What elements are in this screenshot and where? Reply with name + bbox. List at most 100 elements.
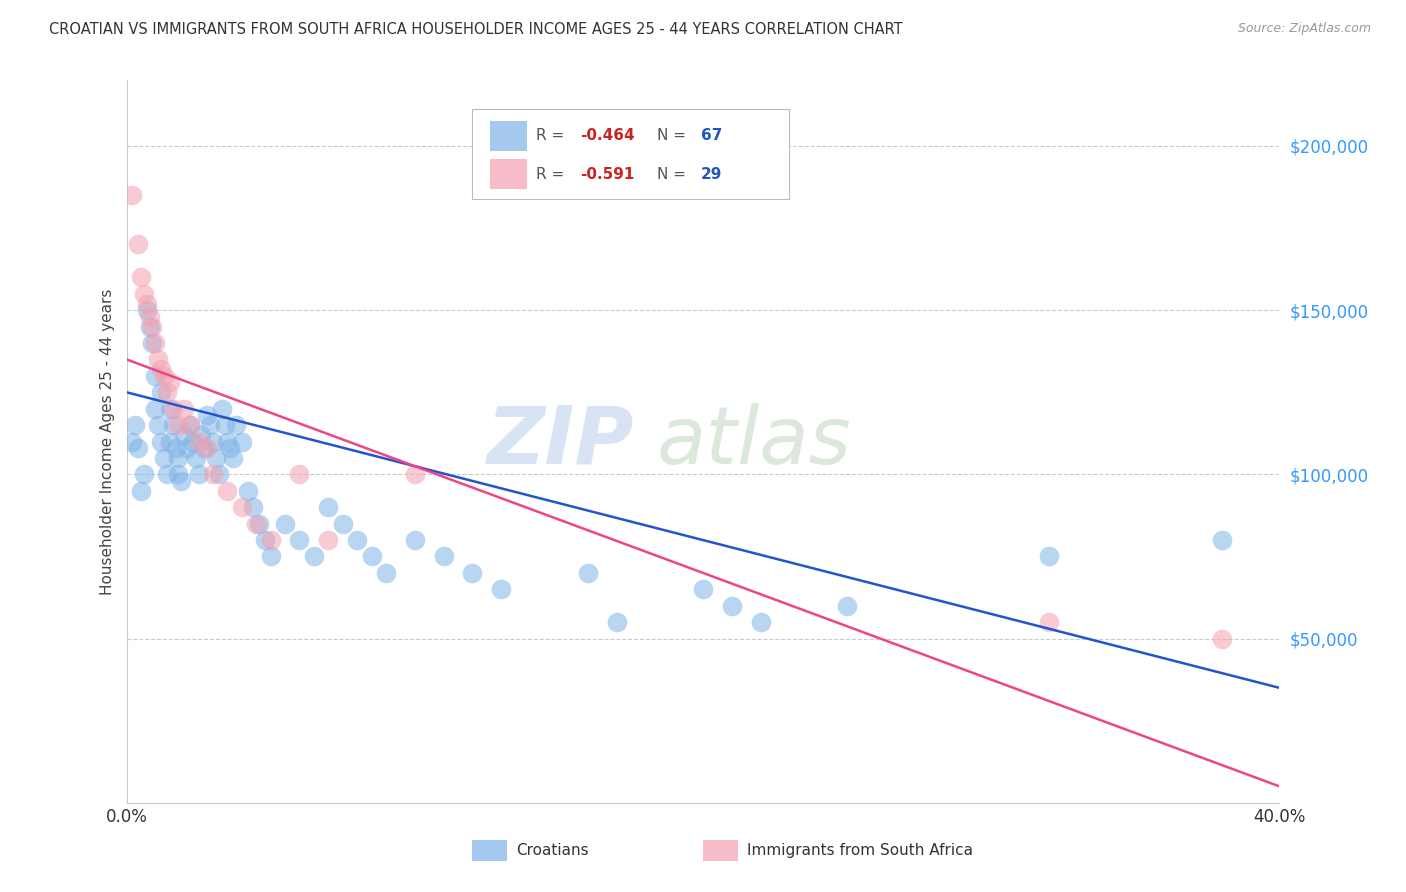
Point [129,483,152,498]
Point [606,615,628,630]
Point [374,566,398,580]
Point [433,549,456,564]
Point [187,467,209,482]
Point [127,441,149,455]
Text: N =: N = [657,128,690,144]
Point [253,533,276,547]
Point [179,418,201,433]
Text: R =: R = [536,128,569,144]
Text: ZIP: ZIP [486,402,634,481]
Point [346,533,368,547]
Point [135,296,157,310]
Point [167,418,190,433]
Point [274,516,297,531]
Point [138,319,160,334]
Point [835,599,858,613]
Point [231,500,253,515]
Text: -0.464: -0.464 [579,128,634,144]
Point [173,428,195,442]
Point [129,270,152,285]
Point [231,434,253,449]
Point [148,418,170,433]
Point [145,368,166,383]
Text: 29: 29 [700,167,723,182]
Point [461,566,484,580]
Point [135,303,157,318]
FancyBboxPatch shape [703,839,738,862]
Point [491,582,513,597]
Point [159,401,181,416]
Point [138,310,160,324]
Text: -0.591: -0.591 [579,167,634,182]
Point [302,549,325,564]
Point [259,533,281,547]
Point [236,483,259,498]
Point [153,450,176,465]
Point [145,401,166,416]
Point [162,418,184,433]
Point [132,467,155,482]
Point [318,533,340,547]
Point [148,352,170,367]
Point [247,516,270,531]
FancyBboxPatch shape [472,839,508,862]
Y-axis label: Householder Income Ages 25 - 44 years: Householder Income Ages 25 - 44 years [100,288,115,595]
Text: Croatians: Croatians [516,843,589,858]
Point [121,188,143,202]
Point [159,434,181,449]
Point [132,286,155,301]
Point [720,599,742,613]
Point [195,441,218,455]
Point [245,516,267,531]
Point [187,434,209,449]
Point [167,450,190,465]
Point [1211,533,1233,547]
Point [153,368,176,383]
Point [150,385,173,400]
Point [222,450,245,465]
Point [576,566,599,580]
Point [1211,632,1233,646]
Point [205,450,228,465]
Point [141,319,163,334]
Point [195,409,218,423]
Point [404,467,426,482]
Point [198,418,221,433]
Point [1038,549,1060,564]
Point [162,401,184,416]
Text: R =: R = [536,167,569,182]
Text: Immigrants from South Africa: Immigrants from South Africa [747,843,973,858]
FancyBboxPatch shape [472,109,790,200]
Point [184,450,207,465]
Point [217,483,239,498]
Point [170,474,193,488]
Point [1038,615,1060,630]
Point [214,418,236,433]
Text: N =: N = [657,167,690,182]
Text: Source: ZipAtlas.com: Source: ZipAtlas.com [1237,22,1371,36]
Point [179,418,201,433]
Point [176,441,198,455]
Point [219,441,242,455]
Point [145,336,166,351]
Point [404,533,426,547]
Point [211,401,233,416]
Point [217,434,239,449]
Point [202,467,225,482]
Text: atlas: atlas [657,402,852,481]
Point [156,385,179,400]
Point [259,549,281,564]
Point [173,401,195,416]
Text: CROATIAN VS IMMIGRANTS FROM SOUTH AFRICA HOUSEHOLDER INCOME AGES 25 - 44 YEARS C: CROATIAN VS IMMIGRANTS FROM SOUTH AFRICA… [49,22,903,37]
Point [360,549,382,564]
Point [202,434,225,449]
Point [124,418,146,433]
Point [288,533,311,547]
Point [165,441,187,455]
Point [150,362,173,376]
Point [193,441,215,455]
Point [242,500,264,515]
Point [208,467,231,482]
Point [190,428,212,442]
Point [121,434,143,449]
